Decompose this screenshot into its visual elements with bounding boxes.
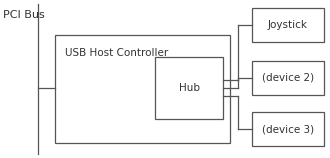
Text: Hub: Hub	[179, 83, 200, 93]
Bar	[252, 8, 324, 42]
Text: USB Host Controller: USB Host Controller	[65, 48, 168, 58]
Text: Joystick: Joystick	[268, 20, 308, 30]
Bar	[155, 57, 223, 119]
Bar	[252, 61, 324, 95]
Text: (device 2): (device 2)	[262, 73, 314, 83]
Bar	[252, 112, 324, 146]
Bar	[55, 35, 230, 143]
Text: (device 3): (device 3)	[262, 124, 314, 134]
Text: PCI Bus: PCI Bus	[3, 10, 45, 20]
